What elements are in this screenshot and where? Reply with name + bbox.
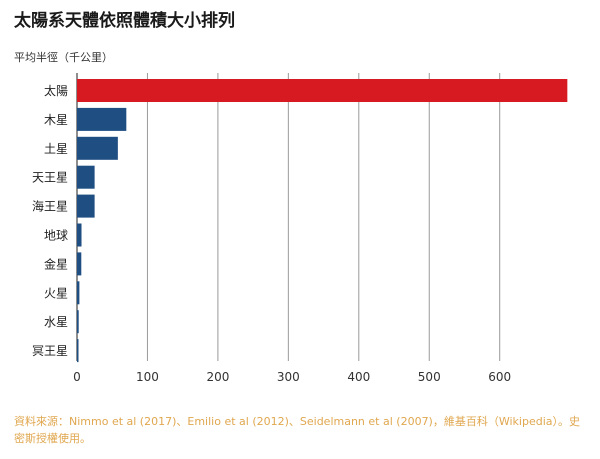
bar <box>77 339 79 363</box>
x-tick-label: 600 <box>488 370 511 384</box>
x-tick-label: 500 <box>418 370 441 384</box>
bars <box>77 79 568 363</box>
category-label: 火星 <box>44 286 68 300</box>
x-tick-label: 100 <box>136 370 159 384</box>
x-tick-label: 300 <box>277 370 300 384</box>
category-label: 海王星 <box>32 199 68 214</box>
bar <box>77 252 82 276</box>
x-tick-label: 200 <box>206 370 229 384</box>
bar <box>77 79 568 102</box>
category-label: 天王星 <box>32 171 68 185</box>
bar <box>77 194 95 218</box>
grid-lines <box>76 73 501 361</box>
category-label: 地球 <box>44 229 68 243</box>
bar <box>77 281 80 305</box>
bar <box>77 107 127 131</box>
x-tick-label: 0 <box>73 370 81 384</box>
category-label: 太陽 <box>44 83 68 98</box>
chart-title: 太陽系天體依照體積大小排列 <box>14 11 235 31</box>
bar <box>77 310 79 334</box>
category-label: 冥王星 <box>32 344 68 358</box>
source-note: 資料來源：Nimmo et al (2017)、Emilio et al (20… <box>14 415 580 445</box>
tick-labels: 0 100 200 300 400 500 600 <box>73 370 511 384</box>
bar <box>77 136 118 160</box>
category-label: 水星 <box>44 315 68 329</box>
category-label: 金星 <box>44 256 68 271</box>
category-label: 土星 <box>44 142 68 156</box>
x-tick-label: 400 <box>347 370 370 384</box>
bar <box>77 223 82 247</box>
category-label: 木星 <box>44 113 68 127</box>
bar <box>77 165 95 189</box>
axis-label: 平均半徑（千公里） <box>14 51 113 64</box>
